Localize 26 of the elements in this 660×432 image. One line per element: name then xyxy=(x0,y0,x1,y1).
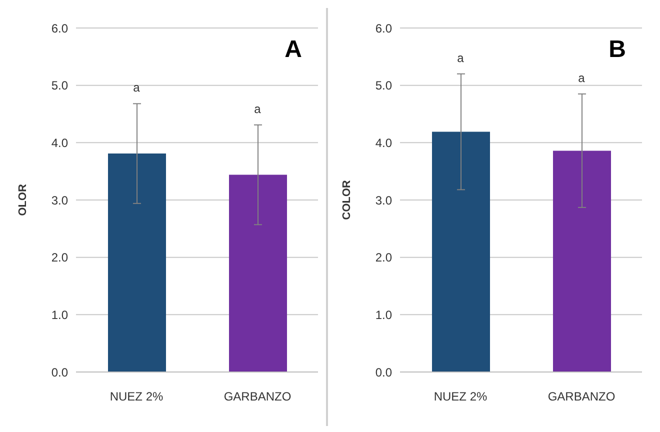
x-tick-label: NUEZ 2% xyxy=(434,390,488,404)
y-tick-label: 2.0 xyxy=(375,250,392,265)
y-tick-label: 6.0 xyxy=(51,21,68,36)
y-tick-label: 5.0 xyxy=(375,78,392,93)
y-tick-label: 0.0 xyxy=(375,365,392,380)
y-tick-label: 3.0 xyxy=(51,193,68,208)
x-tick-label: GARBANZO xyxy=(224,390,292,404)
annotation: a xyxy=(457,50,464,65)
annotation: A xyxy=(284,36,302,64)
y-tick-label: 4.0 xyxy=(375,136,392,150)
x-tick-label: NUEZ 2% xyxy=(110,390,164,404)
annotation: a xyxy=(254,102,262,116)
y-tick-label: 2.0 xyxy=(51,250,68,265)
y-axis-title: COLOR xyxy=(340,180,353,220)
y-tick-label: 1.0 xyxy=(375,308,392,322)
y-tick-label: 1.0 xyxy=(51,308,68,322)
y-tick-label: 0.0 xyxy=(51,365,68,380)
x-tick-label: GARBANZO xyxy=(548,390,616,404)
annotation: a xyxy=(133,80,140,95)
y-tick-label: 6.0 xyxy=(375,21,392,36)
y-tick-label: 3.0 xyxy=(375,193,392,208)
y-tick-label: 4.0 xyxy=(51,136,68,150)
y-tick-label: 5.0 xyxy=(51,78,68,93)
y-axis-title: OLOR xyxy=(16,184,29,216)
annotation: B xyxy=(608,36,626,64)
annotation: a xyxy=(578,70,586,85)
